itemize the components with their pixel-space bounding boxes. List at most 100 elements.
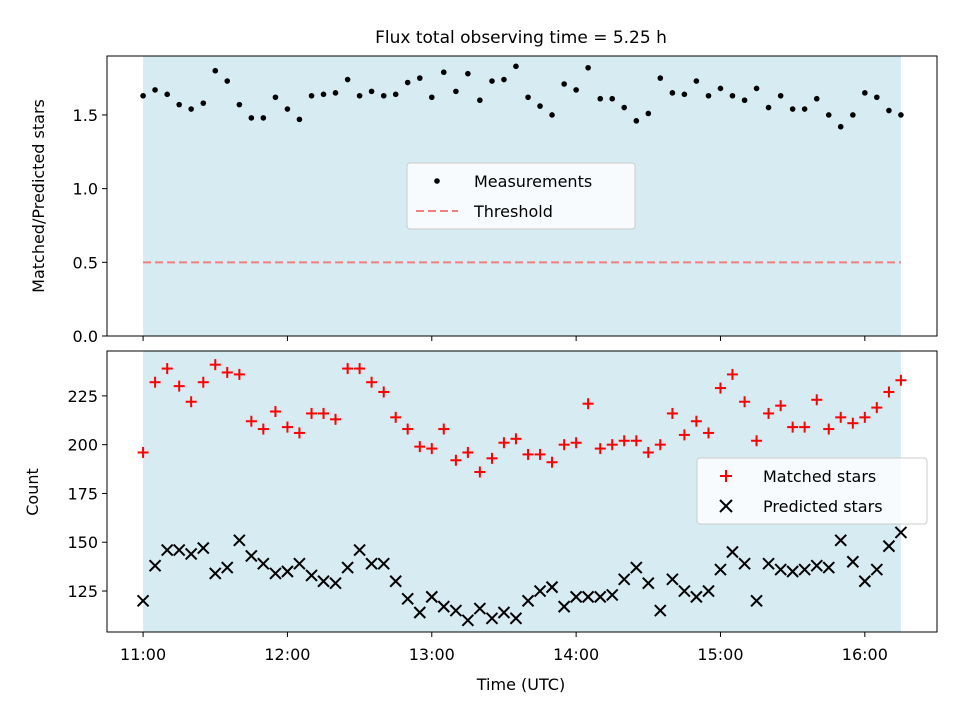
- predicted-star-point: [762, 557, 775, 570]
- legend-threshold-label: Threshold: [473, 202, 553, 221]
- legend-measurements-label: Measurements: [474, 172, 592, 191]
- predicted-star-point: [401, 592, 414, 606]
- predicted-star-point: [774, 563, 787, 576]
- measurement-point: [621, 104, 627, 111]
- bottom-xtick-label: 14:00: [553, 645, 599, 664]
- matched-star-point: [342, 363, 354, 375]
- matched-star-point: [257, 423, 269, 435]
- matched-star-point: [281, 421, 293, 433]
- matched-star-point: [293, 427, 305, 439]
- measurement-point: [561, 81, 567, 87]
- matched-star-point: [330, 413, 342, 425]
- matched-star-point: [185, 396, 197, 408]
- predicted-star-point: [245, 549, 258, 563]
- bottom-ylabel: Count: [23, 468, 42, 516]
- bottom-xtick-label: 13:00: [409, 645, 455, 664]
- matched-star-point: [498, 437, 510, 449]
- matched-star-point: [751, 435, 763, 447]
- matched-star-point: [606, 439, 618, 451]
- predicted-star-point: [425, 590, 438, 604]
- measurement-point: [693, 78, 700, 84]
- measurement-point: [152, 87, 158, 93]
- predicted-star-point: [846, 555, 860, 568]
- predicted-star-point: [726, 545, 739, 559]
- predicted-star-point: [642, 577, 655, 590]
- predicted-star-point: [341, 561, 354, 574]
- predicted-star-point: [569, 590, 583, 604]
- top-x-ticks: [142, 336, 866, 341]
- predicted-star-point: [617, 573, 631, 586]
- predicted-star-point: [136, 594, 150, 607]
- measurement-point: [236, 101, 243, 108]
- bottom-axes-frame: [106, 350, 938, 633]
- matched-star-point: [149, 376, 161, 388]
- bottom-legend-box: [696, 457, 928, 525]
- matched-star-point: [775, 400, 787, 412]
- measurement-point: [417, 75, 423, 81]
- bottom-ytick-label: 225: [67, 387, 98, 406]
- matched-star-point: [233, 368, 245, 380]
- predicted-star-point: [786, 565, 799, 578]
- measurement-point: [681, 91, 688, 98]
- measurement-point: [886, 107, 892, 114]
- predicted-star-point: [810, 559, 823, 572]
- predicted-star-point: [317, 575, 330, 588]
- measurement-point: [477, 97, 483, 104]
- predicted-star-point: [257, 557, 270, 570]
- matched-star-point: [354, 363, 366, 375]
- predicted-star-point: [654, 604, 667, 617]
- measurement-point: [212, 67, 219, 74]
- predicted-star-point: [678, 584, 691, 598]
- predicted-star-point: [545, 580, 559, 594]
- measurement-point: [248, 115, 255, 121]
- matched-star-point: [847, 417, 859, 429]
- top-y-ticks: 0.0 0.5 1.0 1.5: [73, 106, 107, 346]
- predicted-star-point: [473, 602, 487, 615]
- predicted-star-point: [329, 577, 342, 590]
- predicted-star-point: [197, 541, 210, 555]
- matched-star-point: [161, 363, 173, 375]
- matched-star-point: [318, 407, 330, 419]
- bottom-legend: Matched stars Predicted stars: [696, 457, 928, 525]
- predicted-star-point: [533, 584, 547, 598]
- matched-star-point: [510, 433, 522, 445]
- measurement-point: [813, 95, 820, 102]
- predicted-star-point: [690, 590, 703, 604]
- predicted-star-point: [834, 534, 847, 547]
- measurement-point: [765, 104, 772, 111]
- matched-star-point: [714, 382, 726, 394]
- predicted-star-point: [184, 547, 198, 561]
- predicted-star-point: [750, 594, 763, 607]
- matched-star-point: [306, 407, 318, 419]
- matched-star-point: [426, 443, 438, 455]
- top-panel: 0.0 0.5 1.0 1.5 Matched/Predicted stars Mea…: [29, 55, 938, 346]
- matched-star-point: [642, 446, 654, 458]
- matched-star-point: [666, 407, 678, 419]
- measurement-point: [260, 115, 267, 121]
- predicted-star-point: [509, 612, 523, 625]
- matched-star-point: [690, 415, 702, 427]
- measurement-point: [176, 101, 182, 108]
- measurement-point: [657, 75, 664, 81]
- matched-star-point: [558, 439, 570, 451]
- measurement-point: [898, 112, 904, 118]
- matched-star-point: [678, 429, 690, 441]
- measurement-point: [501, 76, 507, 83]
- predicted-star-point: [377, 557, 390, 570]
- measurement-point: [308, 92, 315, 99]
- predicted-star-point: [269, 567, 282, 580]
- measurement-point: [825, 112, 832, 118]
- bottom-xtick-label: 12:00: [264, 645, 310, 664]
- measurement-point: [753, 85, 760, 92]
- measurement-point: [549, 112, 555, 118]
- predicted-star-point: [606, 588, 619, 602]
- matched-star-point: [474, 466, 486, 478]
- predicted-star-point: [365, 557, 378, 570]
- predicted-star-point: [798, 563, 811, 576]
- legend-predicted-label: Predicted stars: [763, 497, 883, 516]
- top-ytick-label: 1.0: [73, 180, 98, 199]
- matched-star-point: [582, 398, 594, 410]
- measurement-point: [741, 97, 748, 104]
- matched-star-point: [618, 435, 630, 447]
